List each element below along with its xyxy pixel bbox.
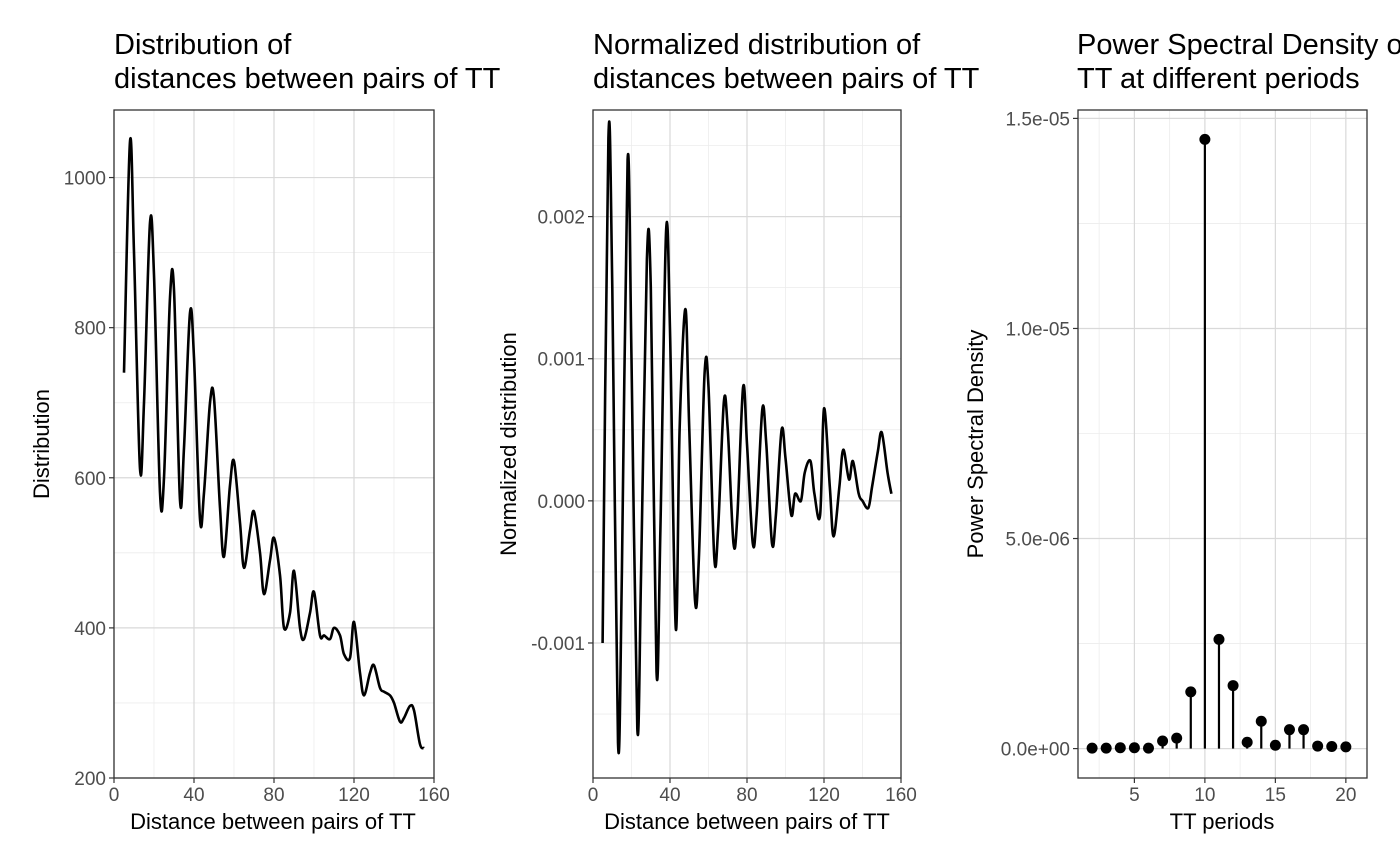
tick-labels: 0 40 80 120 160 200 400 600 800 1000	[64, 169, 450, 806]
x-axis-title: Distance between pairs of TT	[130, 809, 416, 834]
data-point	[1227, 680, 1239, 692]
y-axis-title: Normalized distribution	[496, 332, 521, 556]
data-marks	[122, 137, 425, 750]
y-tick-label: 0.000	[537, 492, 585, 513]
panel-title-line-2: distances between pairs of TT	[114, 63, 501, 95]
data-point	[1114, 742, 1126, 754]
x-tick-label: 40	[659, 785, 680, 806]
y-axis-title: Distribution	[29, 389, 54, 499]
y-tick-label: 600	[74, 469, 106, 490]
grid	[113, 110, 435, 779]
y-tick-label: 1.0e-05	[1006, 319, 1070, 340]
x-axis-title: TT periods	[1170, 809, 1275, 834]
panel-title-line-2: distances between pairs of TT	[593, 63, 980, 95]
data-marks	[601, 120, 893, 755]
x-tick-label: 10	[1194, 785, 1215, 806]
x-axis-title: Distance between pairs of TT	[604, 809, 890, 834]
y-tick-label: 1000	[64, 169, 106, 190]
series-line	[122, 137, 425, 750]
series-line	[601, 120, 893, 755]
data-point	[1100, 742, 1112, 754]
panel-title-line-1: Power Spectral Density of	[1077, 29, 1400, 61]
data-point	[1185, 686, 1197, 698]
y-tick-label: 5.0e-06	[1006, 530, 1070, 551]
x-tick-label: 40	[183, 785, 204, 806]
data-point	[1171, 732, 1183, 744]
x-tick-label: 15	[1265, 785, 1286, 806]
x-tick-label: 20	[1335, 785, 1356, 806]
x-tick-label: 120	[808, 785, 840, 806]
panel-normalized-distribution: Normalized distribution of distances bet…	[496, 29, 980, 834]
tick-labels: 0 40 80 120 160 -0.001 0.000 0.001 0.002	[531, 208, 917, 806]
x-tick-label: 80	[736, 785, 757, 806]
panel-power-spectral-density: Power Spectral Density of TT at differen…	[963, 29, 1400, 834]
panel-title-line-2: TT at different periods	[1077, 63, 1360, 95]
panel-title-line-1: Normalized distribution of	[593, 29, 921, 61]
x-tick-label: 0	[588, 785, 599, 806]
data-point	[1142, 742, 1154, 754]
data-point	[1340, 741, 1352, 753]
data-point	[1128, 742, 1140, 754]
x-tick-label: 160	[418, 785, 450, 806]
tick-labels: 5 10 15 20 0.0e+00 5.0e-06 1.0e-05 1.5e-05	[1001, 109, 1357, 806]
x-tick-label: 120	[338, 785, 370, 806]
data-point	[1269, 739, 1281, 751]
data-point	[1312, 740, 1324, 752]
y-axis-title: Power Spectral Density	[963, 330, 988, 559]
data-point	[1298, 724, 1310, 736]
y-tick-label: 1.5e-05	[1006, 109, 1070, 130]
data-point	[1283, 724, 1295, 736]
data-point	[1086, 742, 1098, 754]
data-point	[1255, 715, 1267, 727]
data-point	[1157, 735, 1169, 747]
data-marks	[1086, 133, 1352, 754]
x-tick-label: 160	[885, 785, 917, 806]
grid	[592, 110, 902, 778]
y-tick-label: 0.0e+00	[1001, 740, 1070, 761]
x-tick-label: 80	[263, 785, 284, 806]
plot-frame	[1077, 109, 1368, 779]
x-tick-label: 0	[109, 785, 120, 806]
panel-distribution: Distribution of distances between pairs …	[29, 29, 501, 834]
data-point	[1326, 740, 1338, 752]
panel-title-line-1: Distribution of	[114, 29, 292, 61]
y-tick-label: 400	[74, 619, 106, 640]
y-tick-label: 800	[74, 319, 106, 340]
y-tick-label: 0.001	[537, 350, 585, 371]
data-point	[1199, 133, 1211, 145]
data-point	[1213, 633, 1225, 645]
x-tick-label: 5	[1129, 785, 1140, 806]
data-point	[1241, 736, 1253, 748]
y-tick-label: -0.001	[531, 634, 585, 655]
grid	[1078, 110, 1367, 778]
y-tick-label: 200	[74, 769, 106, 790]
y-tick-label: 0.002	[537, 208, 585, 229]
